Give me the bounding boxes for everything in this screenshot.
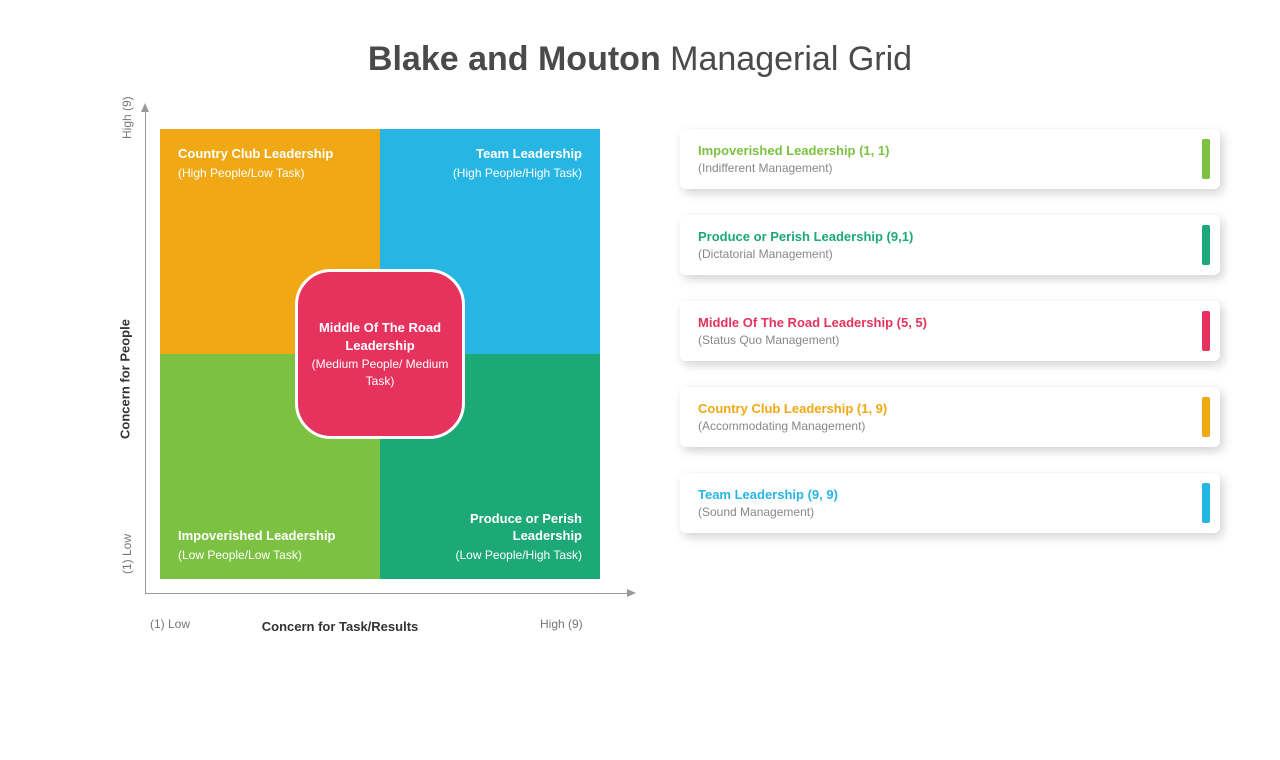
y-axis-high: High (9) [120,96,134,139]
quad-title: Country Club Leadership [178,145,362,163]
quadrant-center: Middle Of The Road Leadership (Medium Pe… [295,269,465,439]
quad-sub: (High People/High Task) [398,165,582,181]
legend-title: Team Leadership (9, 9) [698,487,1202,502]
quad-title: Team Leadership [398,145,582,163]
legend-sub: (Accommodating Management) [698,419,1202,433]
legend: Impoverished Leadership (1, 1) (Indiffer… [620,119,1220,639]
quad-sub: (Low People/High Task) [398,547,582,563]
legend-item: Team Leadership (9, 9) (Sound Management… [680,473,1220,533]
legend-item: Produce or Perish Leadership (9,1) (Dict… [680,215,1220,275]
legend-item: Country Club Leadership (1, 9) (Accommod… [680,387,1220,447]
quadrant-grid: Country Club Leadership (High People/Low… [160,129,600,579]
page-title: Blake and Mouton Managerial Grid [0,40,1280,79]
content: Concern for People High (9) (1) Low Coun… [0,119,1280,639]
y-axis-low: (1) Low [120,534,134,574]
quad-title: Impoverished Leadership [178,527,362,545]
y-axis-label: Concern for People [117,319,132,439]
y-axis-line [145,109,146,594]
legend-sub: (Indifferent Management) [698,161,1202,175]
quad-sub: (High People/Low Task) [178,165,362,181]
legend-title: Country Club Leadership (1, 9) [698,401,1202,416]
legend-title: Impoverished Leadership (1, 1) [698,143,1202,158]
legend-title: Middle Of The Road Leadership (5, 5) [698,315,1202,330]
x-axis-high: High (9) [540,617,583,631]
title-bold: Blake and Mouton [368,40,661,78]
legend-bar [1202,397,1210,437]
legend-bar [1202,139,1210,179]
legend-item: Impoverished Leadership (1, 1) (Indiffer… [680,129,1220,189]
quad-title: Middle Of The Road Leadership [308,319,452,354]
grid-area: Concern for People High (9) (1) Low Coun… [60,119,620,639]
title-rest: Managerial Grid [661,40,912,78]
legend-sub: (Sound Management) [698,505,1202,519]
legend-bar [1202,311,1210,351]
legend-title: Produce or Perish Leadership (9,1) [698,229,1202,244]
x-axis-low: (1) Low [150,617,190,631]
legend-sub: (Dictatorial Management) [698,247,1202,261]
legend-sub: (Status Quo Management) [698,333,1202,347]
quad-sub: (Low People/Low Task) [178,547,362,563]
quad-sub: (Medium People/ Medium Task) [308,356,452,388]
legend-item: Middle Of The Road Leadership (5, 5) (St… [680,301,1220,361]
legend-bar [1202,225,1210,265]
legend-bar [1202,483,1210,523]
quad-title: Produce or Perish Leadership [398,510,582,545]
x-axis-line [145,593,630,594]
x-axis-label: Concern for Task/Results [262,619,419,634]
